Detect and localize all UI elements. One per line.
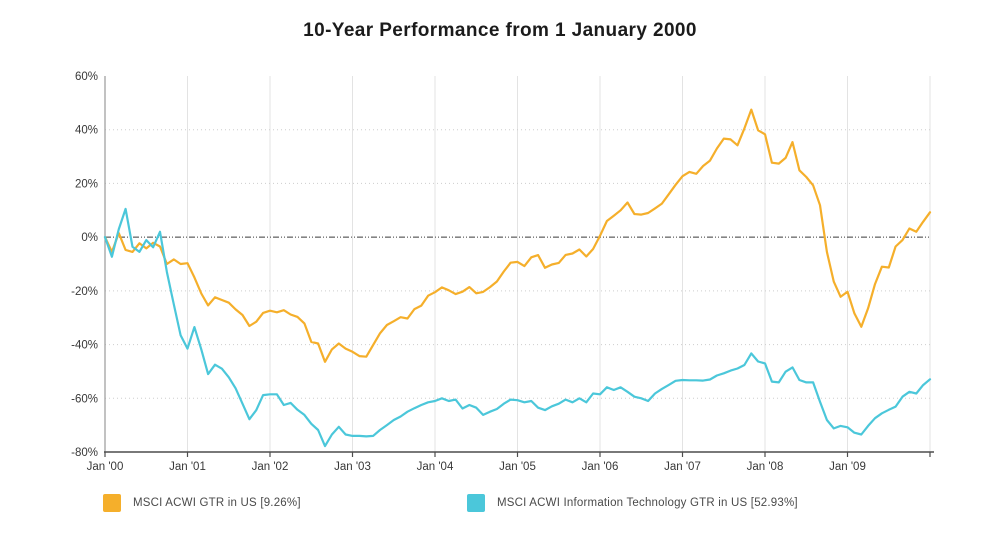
y-axis-label: -40% — [71, 340, 98, 352]
legend-item-it[interactable]: MSCI ACWI Information Technology GTR in … — [467, 494, 798, 512]
y-axis-label: 0% — [81, 232, 98, 244]
it-legend-label: MSCI ACWI Information Technology GTR in … — [497, 497, 798, 509]
x-axis-label: Jan '01 — [169, 461, 206, 473]
y-axis-label: 40% — [75, 125, 98, 137]
acwi-line — [103, 108, 932, 363]
x-axis-label: Jan '00 — [87, 461, 124, 473]
it-legend-swatch — [467, 494, 485, 512]
x-axis-label: Jan '07 — [664, 461, 701, 473]
information-technology-line — [103, 207, 932, 448]
chart-title: 10-Year Performance from 1 January 2000 — [303, 20, 697, 41]
x-axis-label: Jan '04 — [417, 461, 454, 473]
acwi-legend-label: MSCI ACWI GTR in US [9.26%] — [133, 497, 301, 509]
acwi-legend-swatch — [103, 494, 121, 512]
y-axis-label: 20% — [75, 178, 98, 190]
x-axis-label: Jan '06 — [582, 461, 619, 473]
x-axis-label: Jan '08 — [747, 461, 784, 473]
y-axis-label: -80% — [71, 447, 98, 459]
y-axis-label: -20% — [71, 286, 98, 298]
x-axis-label: Jan '05 — [499, 461, 536, 473]
x-axis-label: Jan '09 — [829, 461, 866, 473]
x-axis-label: Jan '03 — [334, 461, 371, 473]
legend-item-acwi[interactable]: MSCI ACWI GTR in US [9.26%] — [103, 494, 301, 512]
y-axis-label: -60% — [71, 393, 98, 405]
y-axis-label: 60% — [75, 71, 98, 83]
x-axis-label: Jan '02 — [252, 461, 289, 473]
